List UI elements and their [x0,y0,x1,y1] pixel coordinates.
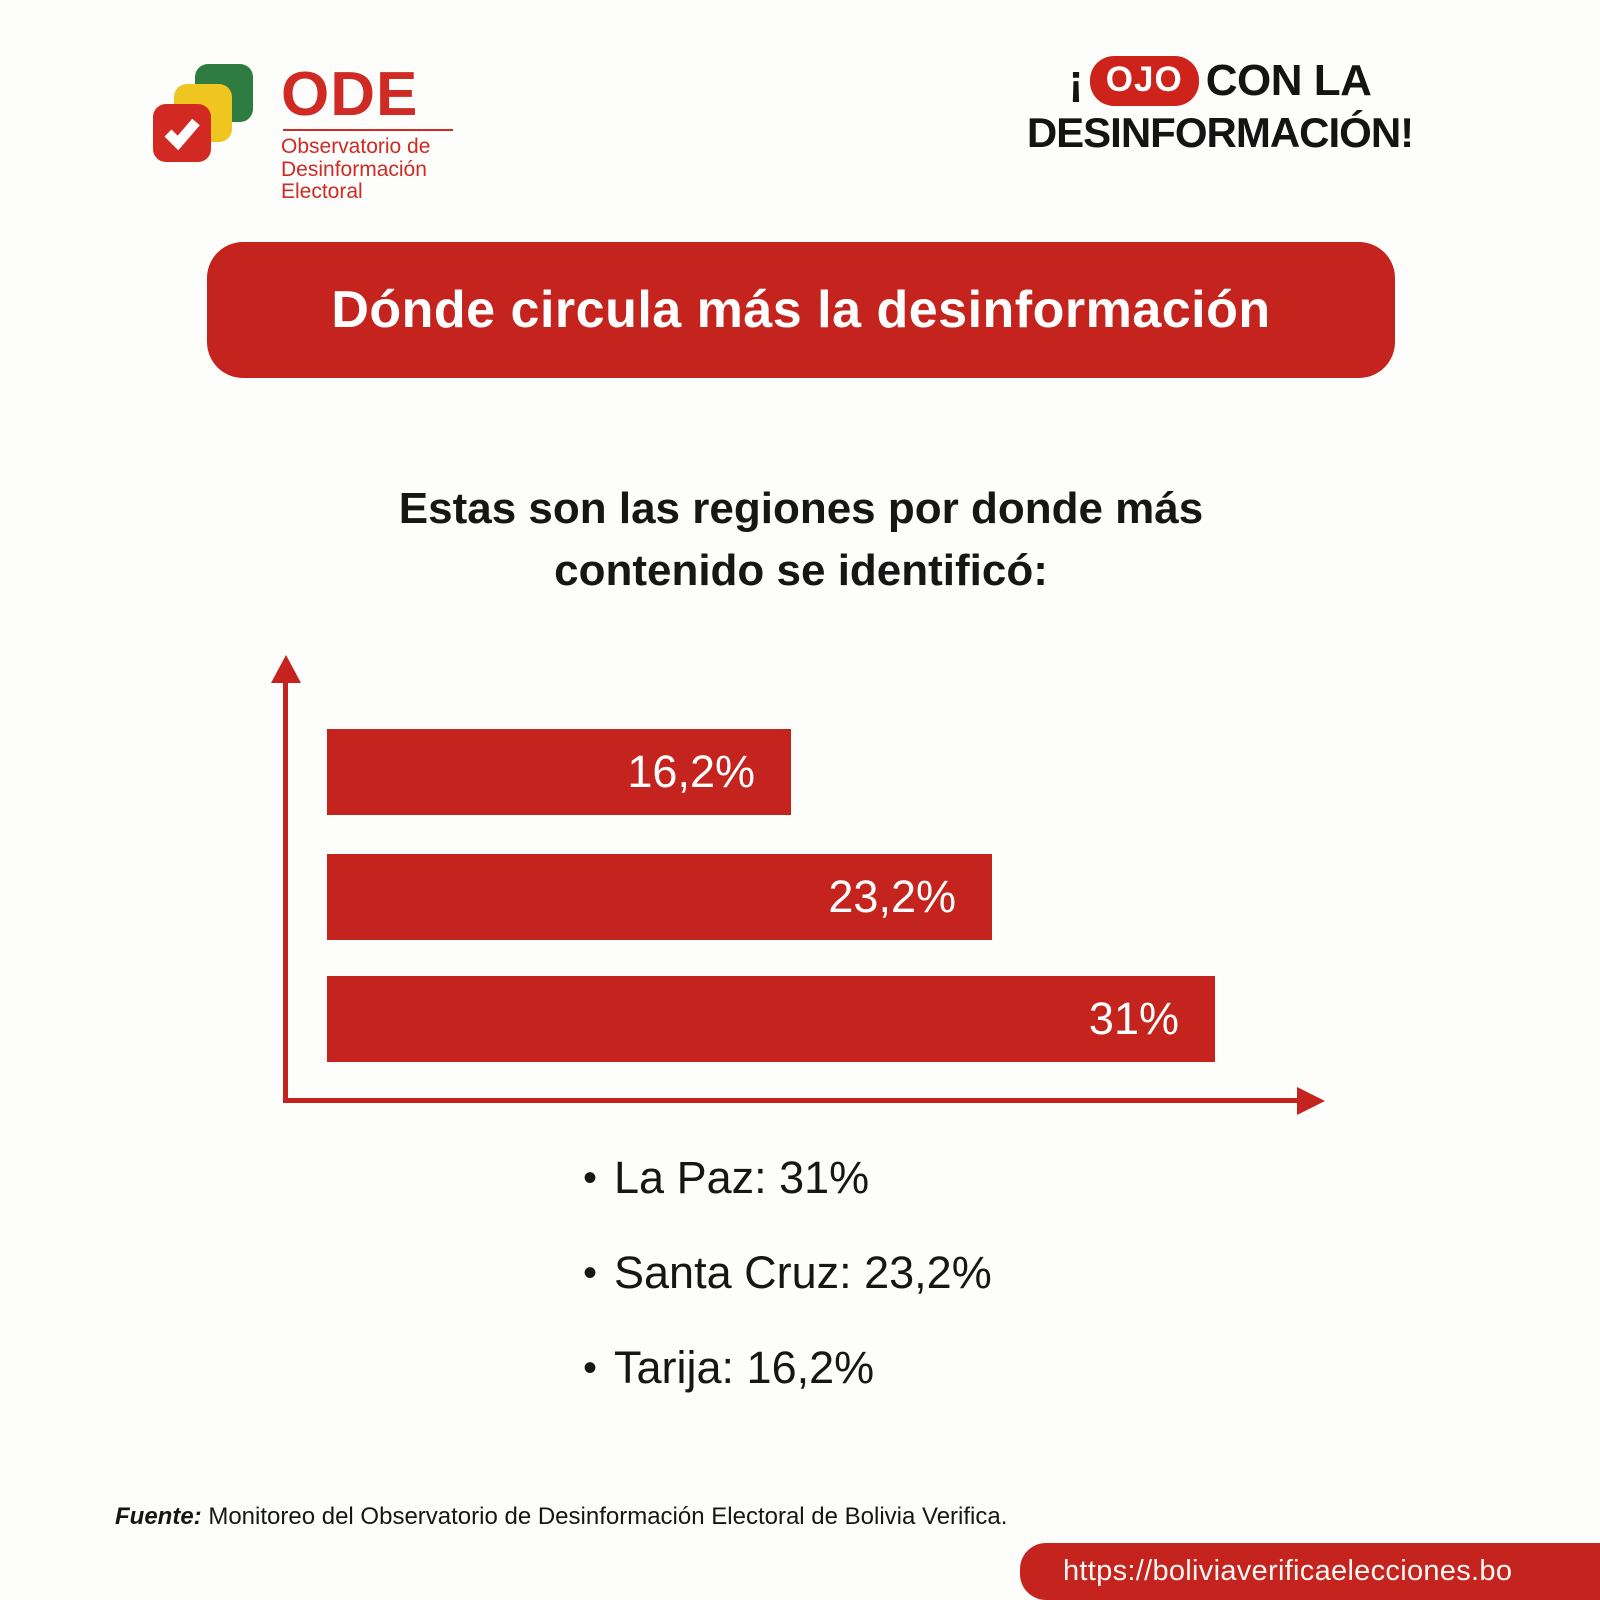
list-item: • La Paz: 31% [583,1152,992,1204]
ode-logo-squares [153,58,263,173]
page-title: Dónde circula más la desinformación [331,281,1271,339]
region-santa-cruz-label: Santa Cruz: 23,2% [614,1247,992,1298]
bar-value-label: 23,2% [828,871,956,922]
source-text: Monitoreo del Observatorio de Desinforma… [201,1503,1008,1530]
red-checkbox-icon [153,104,211,162]
list-item: • Tarija: 16,2% [583,1342,992,1394]
y-axis-arrow-icon [271,655,301,683]
checkmark-icon [164,118,200,150]
bar-value-label: 31% [1088,993,1179,1044]
ode-acronym: ODE [281,60,419,129]
list-item: • Santa Cruz: 23,2% [583,1247,992,1299]
subtitle-line2: contenido se identificó: [554,545,1048,595]
ojo-pill: OJO [1089,56,1199,106]
bar-santa-cruz: 23,2% [327,854,992,940]
x-axis-arrow-icon [1297,1087,1325,1115]
bar-tarija: 16,2% [327,729,791,815]
ode-divider [283,129,453,131]
ojo-logo-line1: ¡ OJO CON LA [985,56,1455,106]
title-banner: Dónde circula más la desinformación [207,242,1395,378]
ode-subtitle-line3: Electoral [281,180,363,204]
bullet-icon: • [583,1156,598,1200]
ojo-exclamation: ¡ [1068,56,1084,105]
ode-logo: ODE Observatorio de Desinformación Elect… [153,58,473,203]
bullet-icon: • [583,1346,598,1390]
bar-la-paz: 31% [327,976,1215,1062]
ojo-con-la: CON LA [1205,56,1372,105]
ojo-logo-line2: DESINFORMACIÓN! [1026,109,1414,156]
y-axis [283,681,288,1103]
bar-chart: 16,2% 23,2% 31% [271,655,1343,1115]
subtitle-line1: Estas son las regiones por donde más [398,484,1204,533]
region-la-paz-label: La Paz: 31% [614,1152,870,1203]
region-tarija-label: Tarija: 16,2% [614,1342,875,1393]
ode-subtitle-line1: Observatorio de [281,135,431,158]
website-url: https://boliviaverificaelecciones.bo [1063,1555,1513,1587]
x-axis [283,1098,1303,1103]
bullet-icon: • [583,1251,598,1295]
source-note: Fuente: Monitoreo del Observatorio de De… [115,1503,1007,1531]
chart-subtitle: Estas son las regiones por donde más con… [207,478,1395,601]
website-url-pill[interactable]: https://boliviaverificaelecciones.bo [1020,1543,1600,1600]
region-list: • La Paz: 31% • Santa Cruz: 23,2% • Tari… [583,1152,992,1437]
ode-subtitle-line2: Desinformación [281,157,427,181]
source-label: Fuente: [115,1503,202,1530]
bar-value-label: 16,2% [627,746,755,797]
ojo-desinformacion-logo: ¡ OJO CON LA DESINFORMACIÓN! [985,56,1455,157]
ode-logo-text: ODE Observatorio de Desinformación Elect… [281,64,453,204]
